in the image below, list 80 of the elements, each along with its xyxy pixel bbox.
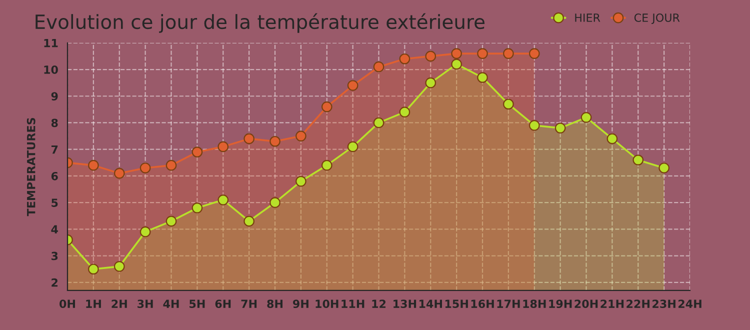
x-tick-label: 24H xyxy=(678,300,702,308)
point xyxy=(296,176,306,187)
point xyxy=(528,120,540,131)
y-axis-title: TEMPERATURES xyxy=(26,118,36,216)
point xyxy=(451,48,462,59)
point xyxy=(606,133,618,144)
x-tick-label: 20H xyxy=(574,300,598,308)
x-tick-label: 16H xyxy=(471,300,494,308)
x-tick-label: 5H xyxy=(190,300,205,308)
y-tick-label: 6 xyxy=(51,172,58,180)
x-tick-label: 19H xyxy=(549,300,572,308)
point xyxy=(425,77,436,88)
point xyxy=(244,133,254,144)
point xyxy=(503,48,514,59)
point xyxy=(270,136,280,147)
point xyxy=(296,130,306,142)
point xyxy=(321,101,332,112)
legend-label: HIER xyxy=(575,14,600,22)
point xyxy=(528,48,540,59)
y-tick-label: 11 xyxy=(44,39,58,48)
point xyxy=(347,80,358,91)
point xyxy=(477,72,488,83)
point xyxy=(114,168,125,179)
y-tick-label: 9 xyxy=(51,92,58,101)
point xyxy=(166,160,177,171)
chart-title: Evolution ce jour de la température extérieure xyxy=(36,13,484,33)
point xyxy=(554,122,566,134)
y-tick-label: 8 xyxy=(51,118,58,128)
x-tick-label: 11H xyxy=(342,300,364,308)
point xyxy=(477,48,488,59)
x-tick-label: 22H xyxy=(626,300,650,308)
x-tick-label: 18H xyxy=(523,300,546,308)
y-tick-label: 3 xyxy=(51,252,58,260)
point xyxy=(399,53,410,64)
x-tick-label: 2H xyxy=(112,300,127,308)
point xyxy=(140,226,151,238)
point xyxy=(321,160,332,171)
point xyxy=(373,117,384,128)
x-tick-label: 12 xyxy=(372,300,386,308)
point xyxy=(218,194,229,206)
point xyxy=(347,141,358,152)
x-tick-label: 1H xyxy=(86,300,101,308)
y-tick-label: 10 xyxy=(44,65,58,74)
x-tick-label: 6H xyxy=(215,300,231,308)
point xyxy=(632,154,644,166)
point xyxy=(166,216,177,227)
x-tick-label: 21H xyxy=(600,300,624,308)
x-tick-label: 0H xyxy=(60,300,75,308)
x-tick-label: 9H xyxy=(292,300,308,308)
x-tick-label: 23H xyxy=(652,300,676,308)
point xyxy=(658,162,670,174)
x-tick-label: 10H xyxy=(316,300,338,308)
point xyxy=(399,106,410,118)
legend-label: CE JOUR xyxy=(634,13,680,24)
y-tick-label: 7 xyxy=(51,145,58,154)
point xyxy=(218,141,229,152)
y-tick-label: 5 xyxy=(52,198,58,207)
point xyxy=(140,162,151,174)
x-tick-label: 3H xyxy=(138,300,153,308)
point xyxy=(580,112,592,123)
x-tick-label: 7H xyxy=(241,300,257,308)
point xyxy=(451,58,462,70)
x-tick-label: 13H xyxy=(394,300,416,308)
x-tick-label: 14H xyxy=(420,300,442,308)
point xyxy=(192,146,203,158)
point xyxy=(88,160,99,171)
point xyxy=(192,202,203,214)
point xyxy=(88,264,99,275)
x-tick-label: 17H xyxy=(497,300,520,308)
point xyxy=(270,197,280,208)
point xyxy=(244,216,254,227)
x-tick-label: 8H xyxy=(267,300,282,308)
x-tick-label: 15H xyxy=(445,300,468,308)
point xyxy=(373,61,384,72)
point xyxy=(425,50,436,62)
y-tick-label: 4 xyxy=(51,225,58,234)
y-tick-label: 2 xyxy=(52,278,58,287)
point xyxy=(503,98,514,110)
point xyxy=(114,261,125,272)
x-tick-label: 4H xyxy=(163,300,179,308)
